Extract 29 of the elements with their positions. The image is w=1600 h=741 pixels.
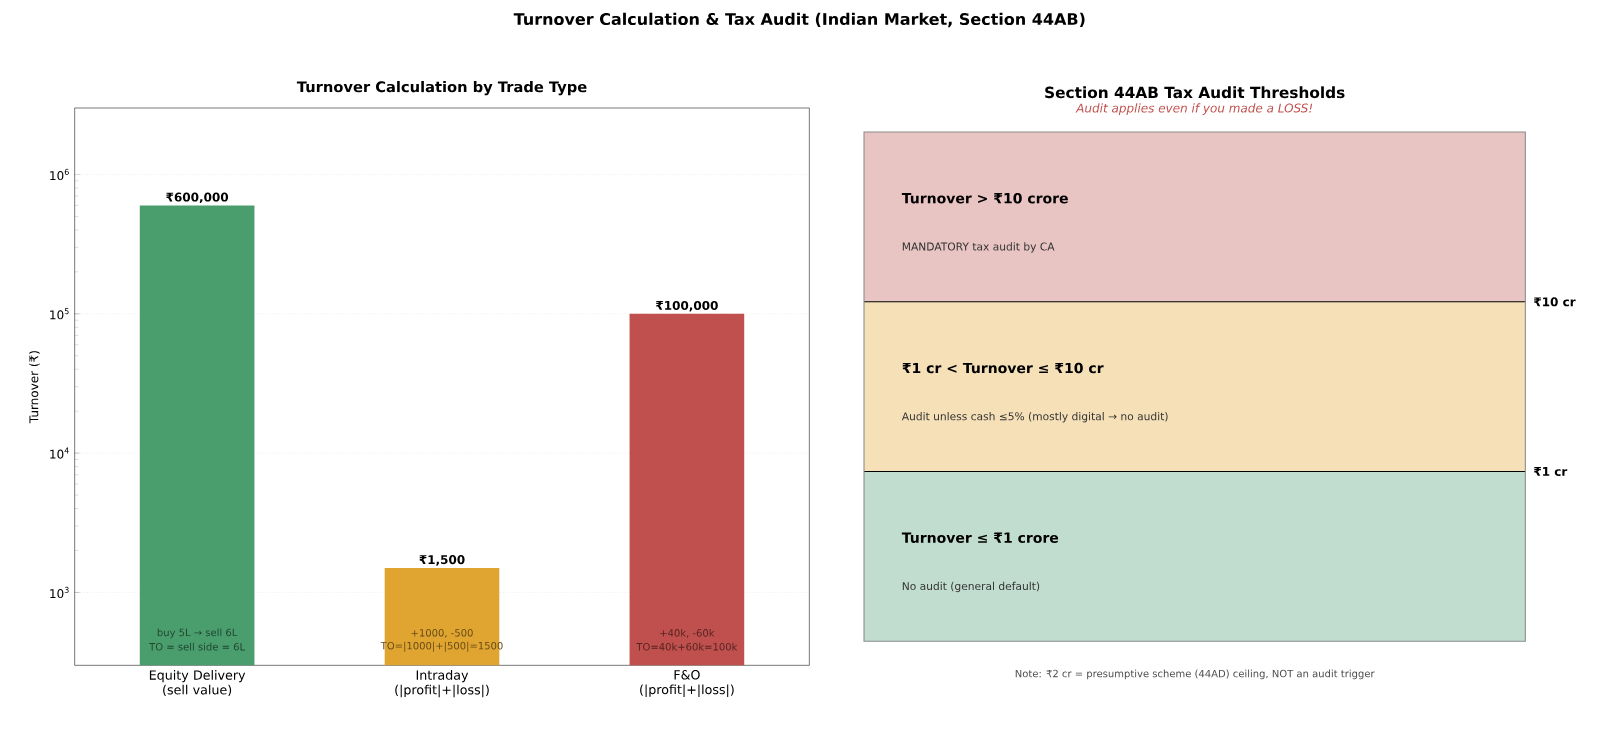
data-label: ₹100,000 bbox=[656, 300, 718, 312]
text: MANDATORY tax audit by CA bbox=[902, 242, 1055, 253]
text: Audit applies even if you made a LOSS! bbox=[1075, 103, 1313, 115]
y-tick-label: 10$^{5}$ bbox=[50, 308, 69, 320]
y-tick-label: 10$^{4}$ bbox=[50, 447, 69, 459]
x-tick-label: Equity Delivery (sell value) bbox=[149, 670, 246, 696]
text: Note: ₹2 cr = presumptive scheme (44AD) ceiling, NOT an audit trigger bbox=[1015, 669, 1375, 680]
y-axis-title: Turnover (₹) bbox=[29, 351, 40, 424]
x-tick-label: F&O (|profit|+|loss|) bbox=[640, 670, 734, 698]
data-label: ₹1,500 bbox=[419, 555, 465, 566]
annotation: +1000, -500 bbox=[411, 629, 473, 638]
text: Section 44AB Tax Audit Thresholds bbox=[1045, 86, 1345, 99]
category-label: Turnover > ₹10 crore bbox=[901, 192, 1068, 204]
text: Audit unless cash ≤5% (mostly digital → no audit) bbox=[901, 412, 1168, 423]
x-tick-label: Intraday (|profit|+|loss|) bbox=[395, 670, 489, 698]
text: ₹1 cr bbox=[1533, 467, 1568, 477]
text: No audit (general default) bbox=[902, 581, 1040, 593]
annotation: TO=40k+60k=100k bbox=[636, 642, 738, 651]
category-label: Turnover ≤ ₹1 crore bbox=[901, 532, 1059, 543]
annotation: +40k, -60k bbox=[660, 628, 715, 638]
category-label: ₹1 cr < Turnover ≤ ₹10 cr bbox=[902, 362, 1104, 374]
annotation: TO = sell side = 6L bbox=[149, 642, 246, 651]
y-tick-label: 10$^{3}$ bbox=[50, 586, 69, 599]
annotation: buy 5L → sell 6L bbox=[157, 628, 238, 639]
data-label: ₹600,000 bbox=[166, 192, 229, 204]
chart-title: Turnover Calculation & Tax Audit (Indian Market, Section 44AB) bbox=[513, 12, 1085, 28]
text: ₹10 cr bbox=[1533, 297, 1576, 307]
chart-subtitle: Turnover Calculation by Trade Type bbox=[296, 80, 587, 96]
y-tick-label: 10$^{6}$ bbox=[50, 168, 69, 181]
